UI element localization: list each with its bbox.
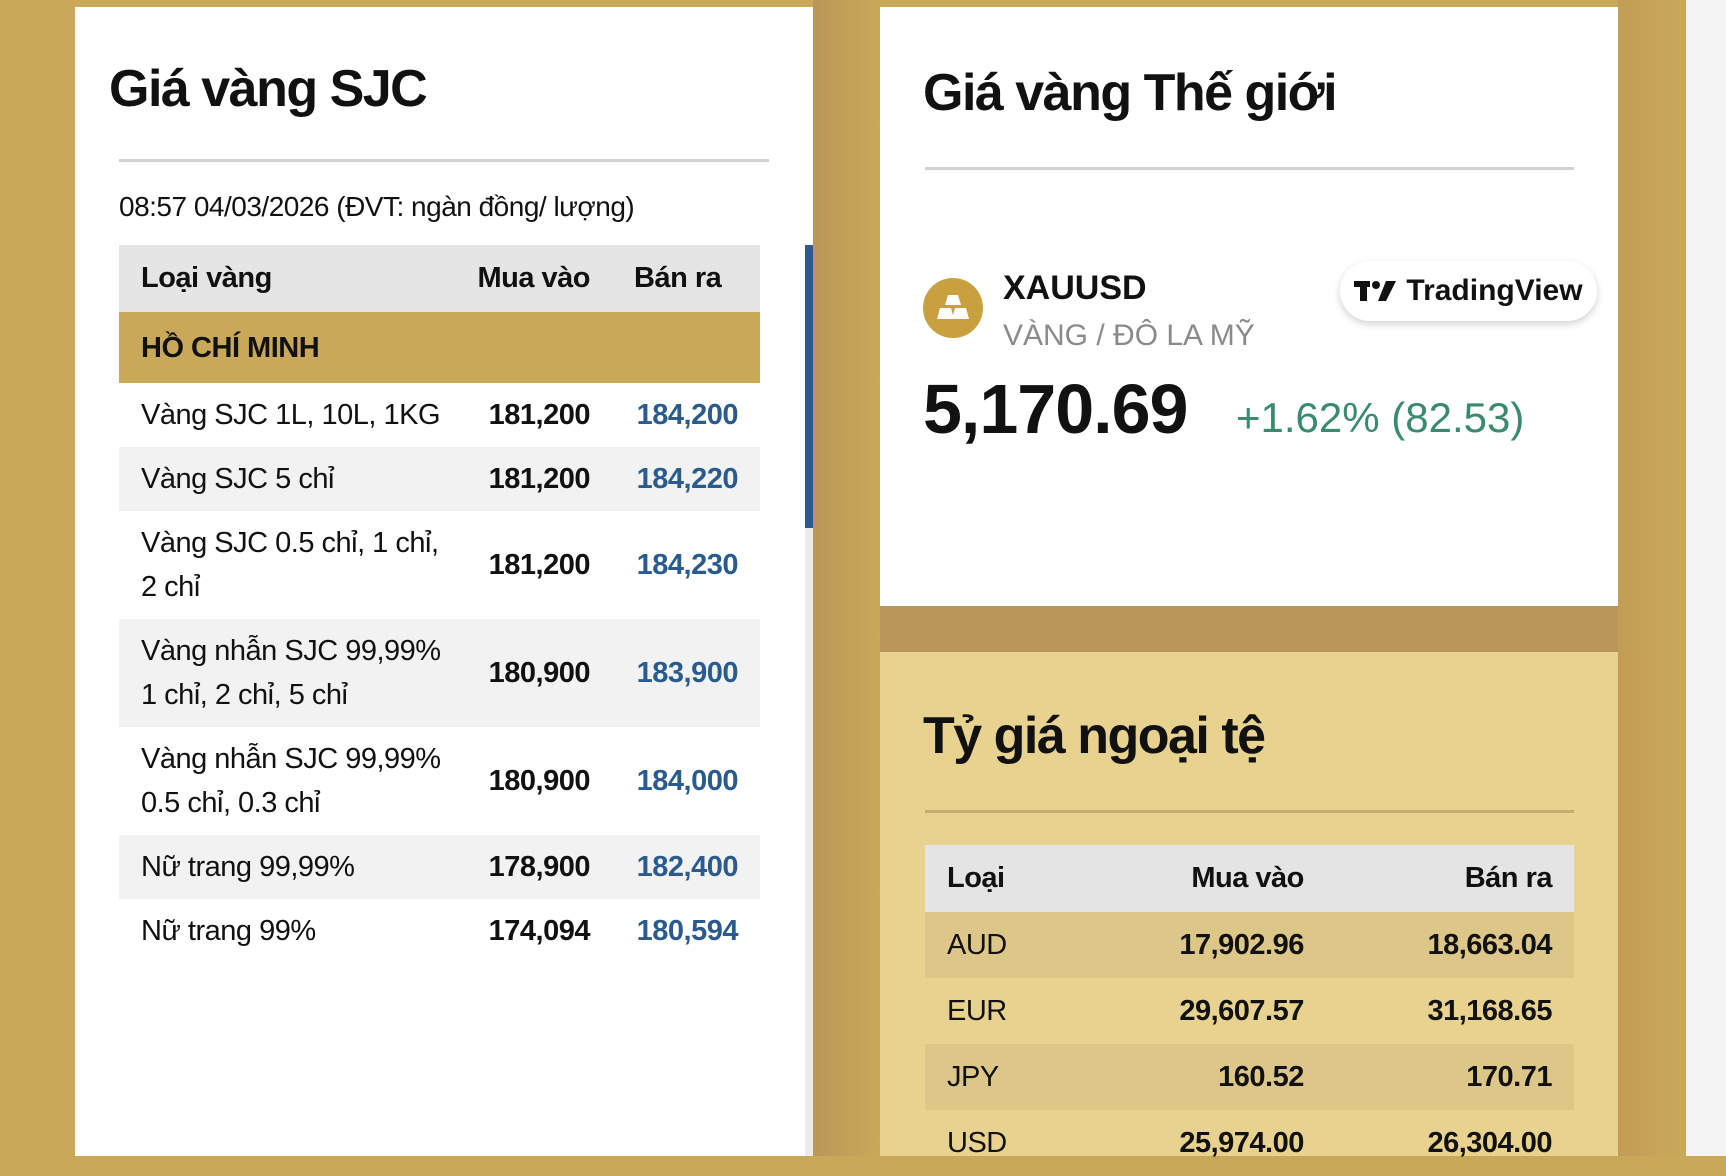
cell-type: Vàng SJC 5 chỉ [119, 447, 447, 511]
table-row: EUR 29,607.57 31,168.65 [925, 978, 1574, 1044]
fx-title: Tỷ giá ngoại tệ [923, 707, 1266, 765]
exchange-rate-table: Loại Mua vào Bán ra AUD 17,902.96 18,663.0… [925, 845, 1574, 1176]
tradingview-logo-icon [1354, 281, 1397, 301]
cell-sell: 31,168.65 [1427, 994, 1552, 1027]
cell-type: Nữ trang 99% [141, 915, 316, 947]
cell-buy: 17,902.96 [1077, 912, 1326, 978]
cell-buy: 180,900 [488, 765, 591, 797]
cell-type: Vàng nhẫn SJC 99,99% 1 chỉ, 2 chỉ, 5 chỉ [119, 619, 447, 727]
cell-buy: 178,900 [447, 835, 612, 899]
symbol: XAUUSD [1003, 269, 1147, 307]
cell-sell: 180,594 [636, 915, 739, 947]
cell-type: Nữ trang 99,99% [119, 835, 447, 899]
gold-price: 5,170.69 [923, 370, 1188, 448]
tradingview-label: TradingView [1406, 274, 1583, 307]
col-header-type: Loại vàng [119, 245, 447, 312]
cell-sell: 184,200 [636, 399, 739, 431]
cell-buy: 25,974.00 [1179, 1126, 1304, 1159]
world-gold-card: Giá vàng Thế giới XAUUSD VÀNG / ĐÔ LA MỸ… [880, 7, 1618, 606]
table-row: USD 25,974.00 26,304.00 [925, 1110, 1574, 1176]
sjc-gold-card: Giá vàng SJC 08:57 04/03/2026 (ĐVT: ngàn… [75, 7, 813, 1156]
cell-sell: 170.71 [1325, 1044, 1574, 1110]
sjc-title: Giá vàng SJC [109, 60, 428, 118]
table-row: JPY 160.52 170.71 [925, 1044, 1574, 1110]
region-row: HỒ CHÍ MINH [119, 312, 760, 383]
cell-buy: 174,094 [488, 915, 591, 947]
tradingview-link[interactable]: TradingView [1340, 261, 1597, 321]
background [1618, 0, 1686, 1156]
cell-type: Vàng nhẫn SJC 99,99% 0.5 chỉ, 0.3 chỉ [141, 743, 441, 819]
table-row: Vàng SJC 5 chỉ 181,200 184,220 [119, 447, 760, 511]
cell-type: Vàng SJC 1L, 10L, 1KG [141, 399, 441, 431]
cell-sell: 26,304.00 [1427, 1126, 1552, 1159]
cell-buy: 160.52 [1077, 1044, 1326, 1110]
table-row: Nữ trang 99,99% 178,900 182,400 [119, 835, 760, 899]
divider [119, 159, 769, 162]
price-change: +1.62% (82.53) [1236, 394, 1525, 441]
background [813, 0, 880, 1156]
cell-sell: 183,900 [612, 619, 760, 727]
scrollbar-thumb[interactable] [805, 245, 813, 528]
cell-buy: 181,200 [447, 447, 612, 511]
cell-type: Vàng SJC 0.5 chỉ, 1 chỉ, 2 chỉ [141, 527, 439, 603]
cell-sell: 182,400 [612, 835, 760, 899]
table-row: AUD 17,902.96 18,663.04 [925, 912, 1574, 978]
col-header-sell: Bán ra [1325, 845, 1574, 912]
cell-sell: 184,220 [612, 447, 760, 511]
cell-sell: 18,663.04 [1325, 912, 1574, 978]
sjc-price-table: Loại vàng Mua vào Bán ra HỒ CHÍ MINH Vàn… [119, 245, 760, 963]
cell-buy: 181,200 [488, 549, 591, 581]
cell-type: JPY [925, 1044, 1078, 1110]
cell-type: AUD [925, 912, 1078, 978]
scrollbar[interactable] [805, 245, 813, 1156]
background [880, 606, 1618, 652]
table-row: Vàng SJC 0.5 chỉ, 1 chỉ, 2 chỉ 181,200 184… [119, 511, 760, 619]
cell-type: EUR [947, 994, 1007, 1027]
col-header-buy: Mua vào [447, 245, 612, 312]
table-row: Vàng SJC 1L, 10L, 1KG 181,200 184,200 [119, 383, 760, 447]
divider [925, 810, 1574, 813]
exchange-rate-card: Tỷ giá ngoại tệ Loại Mua vào Bán ra AUD 1… [880, 652, 1618, 1159]
divider [925, 167, 1574, 170]
table-row: Vàng nhẫn SJC 99,99% 0.5 chỉ, 0.3 chỉ 180… [119, 727, 760, 835]
cell-type: USD [947, 1126, 1007, 1159]
symbol-description: VÀNG / ĐÔ LA MỸ [1003, 319, 1255, 352]
gold-bars-icon [923, 278, 983, 338]
sjc-subtitle: 08:57 04/03/2026 (ĐVT: ngàn đồng/ lượng) [119, 191, 635, 222]
cell-buy: 180,900 [447, 619, 612, 727]
cell-sell: 184,000 [636, 765, 739, 797]
col-header-sell: Bán ra [612, 245, 760, 312]
cell-buy: 29,607.57 [1179, 994, 1304, 1027]
page-edge [1686, 0, 1726, 1156]
world-title: Giá vàng Thế giới [923, 64, 1338, 122]
cell-sell: 184,230 [636, 549, 739, 581]
col-header-currency: Loại [925, 845, 1078, 912]
table-row: Vàng nhẫn SJC 99,99% 1 chỉ, 2 chỉ, 5 chỉ… [119, 619, 760, 727]
table-row: Nữ trang 99% 174,094 180,594 [119, 899, 760, 963]
cell-buy: 181,200 [488, 399, 591, 431]
col-header-buy: Mua vào [1077, 845, 1326, 912]
